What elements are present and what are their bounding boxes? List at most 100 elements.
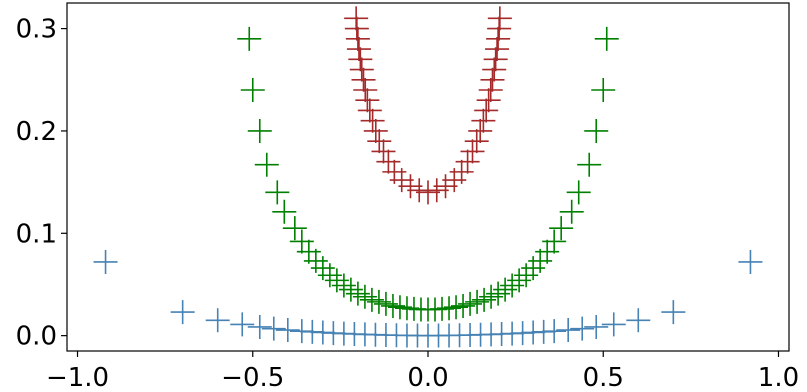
series-2-point-29 xyxy=(474,98,499,123)
series-1-point-41 xyxy=(528,248,553,273)
x-tick-label-1: −0.5 xyxy=(221,363,284,392)
series-2-point-4 xyxy=(348,47,373,72)
series-1-point-36 xyxy=(493,277,518,302)
series-0-point-1 xyxy=(170,300,195,325)
series-1-point-19 xyxy=(373,291,398,316)
series-0-point-6 xyxy=(275,318,300,343)
series-2-point-7 xyxy=(353,78,378,102)
series-0-point-35 xyxy=(601,312,626,337)
plot-markers xyxy=(93,6,763,348)
series-0-point-32 xyxy=(556,318,581,343)
series-1-point-43 xyxy=(542,229,567,254)
x-axis: −1.0 −0.5 0.0 0.5 1.0 xyxy=(46,351,799,392)
series-1-point-6 xyxy=(282,216,307,241)
series-2-point-25 xyxy=(460,139,485,164)
series-1-point-1 xyxy=(240,78,265,102)
series-2-point-27 xyxy=(468,118,493,143)
series-1-point-29 xyxy=(444,295,469,320)
series-2-point-28 xyxy=(471,108,496,133)
series-1-point-12 xyxy=(324,268,349,293)
series-2-point-24 xyxy=(455,149,480,174)
series-0-point-38 xyxy=(738,249,763,274)
series-2-point-8 xyxy=(355,88,380,113)
series-1-point-46 xyxy=(566,180,591,205)
series-1-point-2 xyxy=(247,118,272,143)
series-2-point-10 xyxy=(360,108,385,133)
series-1-point-13 xyxy=(331,273,356,298)
series-0-point-31 xyxy=(542,319,567,344)
series-1-point-39 xyxy=(514,263,539,288)
series-2-point-6 xyxy=(351,67,376,92)
series-2-point-34 xyxy=(483,47,508,72)
series-1-point-4 xyxy=(265,180,290,205)
series-2-point-26 xyxy=(464,129,489,154)
series-1-point-10 xyxy=(310,256,335,281)
y-tick-label-1: 0.1 xyxy=(16,219,57,249)
series-2-point-32 xyxy=(480,67,505,92)
series-1-point-48 xyxy=(584,118,609,143)
series-2-point-2 xyxy=(345,26,370,51)
series-1-point-20 xyxy=(380,293,405,318)
x-tick-label-0: −1.0 xyxy=(46,363,109,392)
series-2-point-30 xyxy=(476,88,501,113)
series-2-point-1 xyxy=(344,16,369,41)
y-axis: 0.0 0.1 0.2 0.3 xyxy=(16,15,67,352)
y-tick-label-0: 0.0 xyxy=(16,322,57,352)
series-2-point-12 xyxy=(367,129,392,154)
series-2-point-3 xyxy=(346,37,371,62)
series-0-point-4 xyxy=(247,314,272,339)
series-2-point-5 xyxy=(349,57,374,82)
series-1-point-7 xyxy=(289,229,314,254)
series-1-point-44 xyxy=(549,216,574,241)
series-1-point-16 xyxy=(352,284,377,309)
series-0-point-36 xyxy=(626,308,651,333)
series-1-point-49 xyxy=(591,78,616,102)
series-1-point-17 xyxy=(359,287,384,312)
series-1-point-8 xyxy=(296,239,321,264)
series-1-point-45 xyxy=(559,199,584,224)
series-1-point-32 xyxy=(465,289,490,314)
series-1-point-18 xyxy=(366,289,391,314)
series-1-point-33 xyxy=(472,287,497,312)
series-2-point-33 xyxy=(482,57,507,82)
series-1-point-21 xyxy=(387,295,412,320)
series-1-point-15 xyxy=(345,281,370,306)
x-tick-label-2: 0.0 xyxy=(407,363,448,392)
series-1-point-31 xyxy=(458,291,483,316)
series-0-point-3 xyxy=(230,312,255,337)
series-1-point-37 xyxy=(500,273,525,298)
series-1-point-47 xyxy=(577,152,602,177)
series-1-point-34 xyxy=(479,284,504,309)
series-1-point-42 xyxy=(535,239,560,264)
series-1-point-50 xyxy=(594,26,619,51)
series-2-point-9 xyxy=(357,98,382,123)
series-0-point-34 xyxy=(584,314,609,339)
series-0-point-37 xyxy=(661,300,686,325)
series-2-point-38 xyxy=(487,6,512,31)
series-1-point-30 xyxy=(451,293,476,318)
series-2-point-23 xyxy=(449,159,474,184)
series-1-point-28 xyxy=(437,296,462,321)
series-2-point-13 xyxy=(371,139,396,164)
series-2-point-35 xyxy=(485,37,510,62)
series-1-point-35 xyxy=(486,281,511,306)
series-1-point-11 xyxy=(317,263,342,288)
series-2-point-14 xyxy=(376,149,401,174)
series-2-point-11 xyxy=(363,118,388,143)
series-1-point-9 xyxy=(303,248,328,273)
series-1-point-3 xyxy=(254,152,279,177)
series-1-point-0 xyxy=(237,26,262,51)
y-tick-label-3: 0.3 xyxy=(16,15,57,45)
series-1-point-5 xyxy=(272,199,297,224)
series-0-point-5 xyxy=(261,316,286,341)
x-tick-label-4: 1.0 xyxy=(758,363,799,392)
series-1-point-14 xyxy=(338,277,363,302)
series-1-point-38 xyxy=(507,268,532,293)
series-1-point-40 xyxy=(521,256,546,281)
series-0-point-0 xyxy=(93,249,118,274)
y-tick-label-2: 0.2 xyxy=(16,117,57,147)
series-0-point-2 xyxy=(205,308,230,333)
series-0-point-33 xyxy=(570,316,595,341)
x-tick-label-3: 0.5 xyxy=(583,363,624,392)
